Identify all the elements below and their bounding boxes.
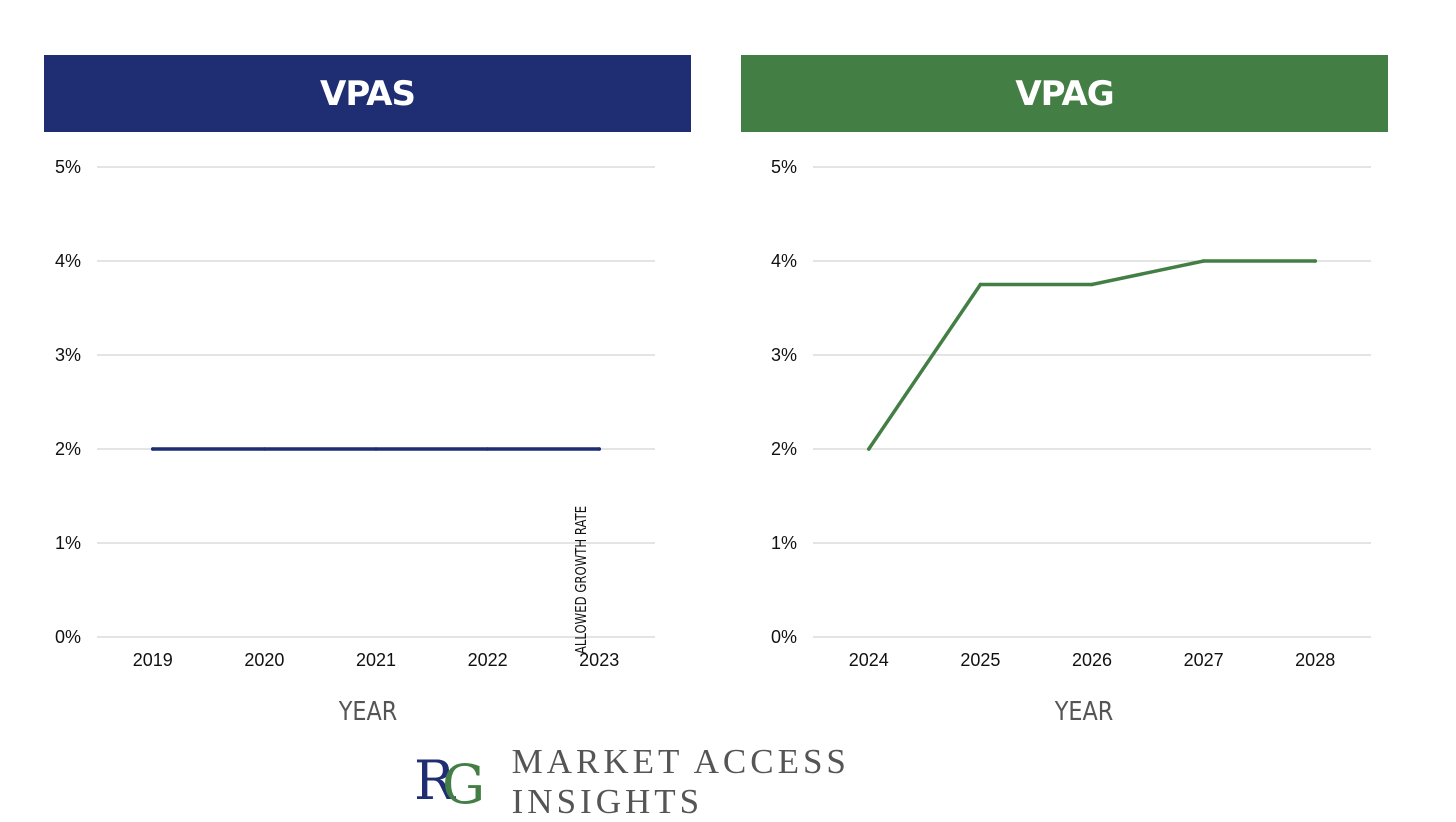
x-axis-title: YEAR: [338, 695, 398, 726]
y-tick-label: 1%: [55, 533, 81, 553]
x-axis-title: YEAR: [1054, 695, 1114, 726]
vpas-chart: 0% 1% 2% 3% 4% 5% 2019 2020 2021 2022 2023 YEAR ALLO…: [55, 157, 655, 726]
x-tick-label: 2028: [1295, 650, 1335, 670]
vpas-chart-title: VPAS: [44, 55, 691, 132]
y-tick-label: 4%: [55, 251, 81, 271]
y-tick-label: 2%: [55, 439, 81, 459]
y-tick-label: 1%: [771, 533, 797, 553]
data-point: [374, 447, 378, 451]
brand-name: MARKET ACCESS INSIGHTS: [511, 742, 850, 821]
brand-footer: R G MARKET ACCESS INSIGHTS: [412, 742, 1052, 821]
vpag-chart: 0% 1% 2% 3% 4% 5% 2024 2025 2026 2027 2028 YEAR ALLO…: [574, 157, 1371, 726]
x-tick-label: 2021: [356, 650, 396, 670]
x-tick-label: 2025: [960, 650, 1000, 670]
x-tick-label: 2027: [1184, 650, 1224, 670]
vpag-chart-title: VPAG: [741, 55, 1388, 132]
data-point: [151, 447, 155, 451]
x-tick-label: 2022: [468, 650, 508, 670]
data-point: [978, 282, 983, 287]
data-point: [1201, 259, 1206, 263]
y-tick-label: 5%: [771, 157, 797, 177]
y-tick-label: 0%: [771, 627, 797, 647]
y-tick-label: 2%: [771, 439, 797, 459]
y-axis-title: ALLOWED GROWTH RATE: [574, 506, 591, 654]
data-point: [1090, 282, 1094, 287]
x-tick-label: 2024: [849, 650, 889, 670]
x-tick-label: 2026: [1072, 650, 1112, 670]
data-point: [597, 447, 601, 451]
data-point: [1313, 259, 1317, 263]
rg-logo: R G: [412, 752, 508, 812]
y-tick-label: 5%: [55, 157, 81, 177]
y-tick-label: 0%: [55, 627, 81, 647]
x-tick-label: 2020: [244, 650, 284, 670]
y-tick-label: 3%: [55, 345, 81, 365]
data-point: [262, 447, 267, 451]
data-point: [867, 447, 871, 451]
x-tick-label: 2019: [133, 650, 173, 670]
x-tick-label: 2023: [579, 650, 619, 670]
logo-letter-r: R: [414, 749, 455, 812]
data-point: [485, 447, 490, 451]
logo-letter-g: G: [442, 753, 486, 816]
y-tick-label: 3%: [771, 345, 797, 365]
y-tick-label: 4%: [771, 251, 797, 271]
